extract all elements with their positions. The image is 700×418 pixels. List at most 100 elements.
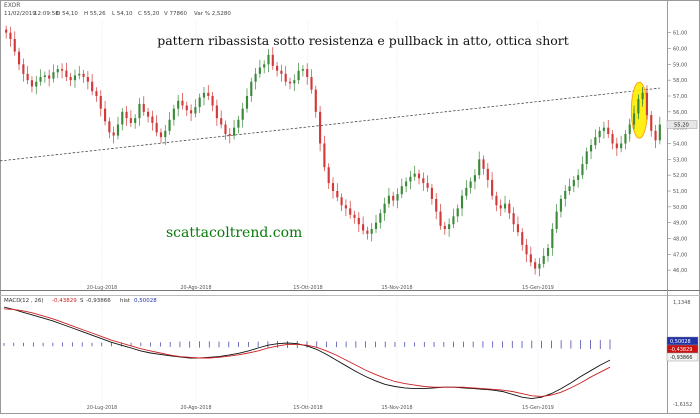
header-close: C 55,20 [138,11,160,17]
candle-body [125,111,128,119]
candle-body [112,132,115,136]
candle-body [632,113,636,125]
candle-body [82,73,85,77]
candle-body [512,213,515,225]
candle-body [288,81,292,84]
signal-line [3,308,611,397]
candle-body [43,75,46,77]
candle-body [538,263,541,269]
candle-body [572,179,575,187]
candle-body [396,194,399,201]
candle-body [250,81,253,96]
candle-body [159,132,163,138]
candle-body [314,89,317,112]
axis-layer: 61,0060,0059,0058,0057,0056,0055,0054,00… [87,31,699,411]
hist-label: hist [120,298,131,304]
candle-body [340,197,343,206]
candle-body [121,111,124,125]
candle-body [349,208,352,215]
candle-body [374,222,378,229]
candle-body [228,134,231,136]
candle-body [641,92,644,100]
candle-body [637,99,640,114]
header-change: Var % 2,5280 [194,11,231,17]
candle-body [645,92,649,115]
candle-body [245,96,249,109]
candle-body [293,80,296,84]
y-tick-label: 52,00 [673,173,687,179]
candle-body [658,124,661,141]
candle-layer [5,25,661,277]
candle-body [276,65,279,71]
macd-y-tick-label: 1,1348 [673,300,691,306]
candle-body [22,64,25,74]
candle-body [615,143,618,149]
candle-body [116,124,120,136]
candle-body [452,216,455,225]
candle-body [241,108,244,120]
candle-body [9,32,12,39]
candle-body [357,217,360,225]
candle-body [60,69,64,71]
candle-body [486,168,489,180]
y-tick-label: 49,00 [673,221,687,227]
y-tick-label: 47,00 [673,252,687,258]
candle-body [430,187,433,199]
candle-body [95,91,98,96]
candle-body [417,173,421,179]
candle-body [602,127,606,131]
macd-value-badge-label: -0,43829 [670,347,692,353]
hist-value: 0,50028 [134,298,157,304]
candle-body [581,164,584,176]
candle-body [26,73,29,81]
candle-body [237,119,240,128]
candle-body [370,229,373,234]
candle-body [91,81,94,92]
last-price-badge [666,120,698,129]
candle-body [56,69,59,73]
y-tick-label: 57,00 [673,94,687,100]
header-open: O 54,10 [56,11,78,17]
candle-body [620,143,623,149]
candle-body [491,179,494,196]
last-price-label: 55,20 [674,123,689,129]
candle-body [48,75,51,79]
candle-body [387,195,390,204]
candle-body [263,64,266,68]
candle-body [69,77,72,81]
candle-body [353,214,356,218]
candle-body [516,224,520,233]
candle-body [443,225,446,229]
candle-body [134,118,137,123]
candle-body [327,167,330,184]
candle-body [400,186,403,195]
candle-body [142,103,145,112]
candle-body [405,181,408,187]
candle-body [310,77,313,90]
candle-body [224,124,227,134]
candle-body [607,127,610,134]
x-tick-label: 15-Ott-2018 [293,285,322,291]
candle-body [99,96,102,109]
candle-body [564,191,567,199]
candle-body [482,159,485,169]
candle-body [525,244,528,255]
candle-body [529,254,532,263]
candle-body [220,118,223,125]
y-tick-label: 56,00 [673,110,687,116]
macd-value-badge-label: 0,50028 [670,339,691,345]
macd-label: MACD [4,298,21,304]
candle-body [465,187,468,196]
candle-body [546,248,550,256]
brand-watermark: scattacoltrend.com [166,225,302,241]
candle-body [508,203,511,214]
candle-body [654,130,657,141]
candle-body [155,122,158,133]
candle-body [542,255,545,264]
macd-params: (12 , 26) [20,298,44,304]
y-tick-label: 48,00 [673,237,687,243]
candle-body [650,115,653,131]
candle-body [17,51,21,65]
candle-body [211,96,214,106]
candle-body [267,54,270,65]
